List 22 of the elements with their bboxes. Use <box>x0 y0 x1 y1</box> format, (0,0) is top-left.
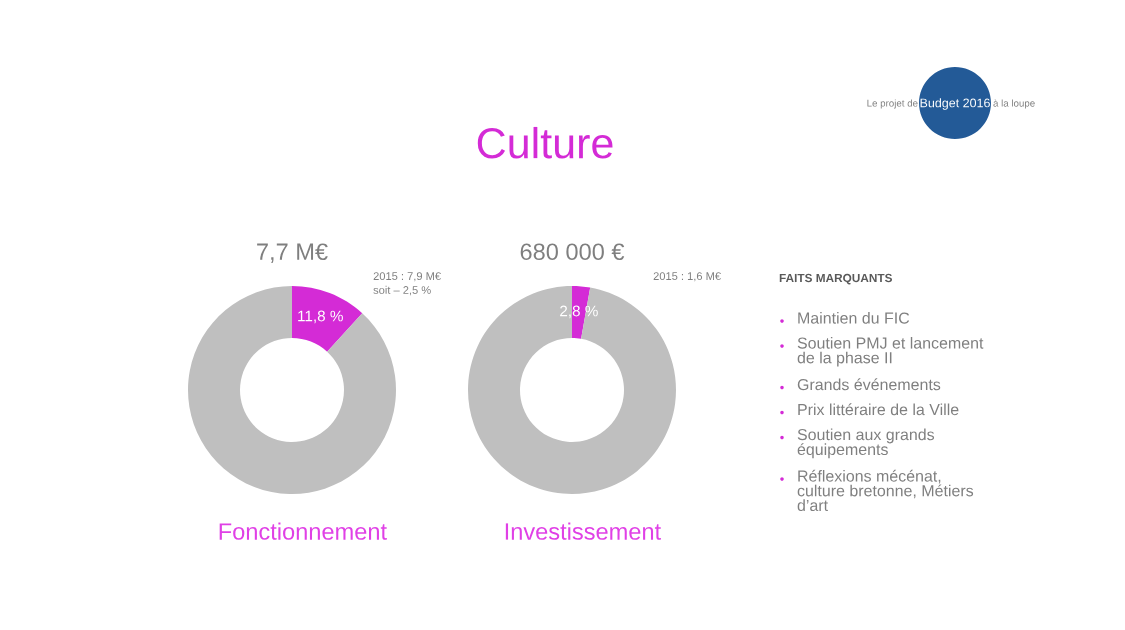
text: Réflexions mécénat, culture bretonne, Métiers d’art <box>797 469 974 512</box>
text: 2015 : 1,6 M€ <box>653 272 721 282</box>
text: Budget 2016 <box>920 98 990 110</box>
text: à la loupe <box>993 99 1035 109</box>
donut-slice <box>292 286 363 352</box>
chart-title: 7,7 M€ <box>257 243 328 263</box>
text: soit – 2,5 % <box>373 285 431 296</box>
donut-slice <box>468 286 676 494</box>
text: Soutien aux grands équipements <box>797 428 935 459</box>
donut-slice <box>188 286 396 494</box>
text: Fonctionnement <box>219 522 387 540</box>
text: Maintien du FIC <box>798 312 910 324</box>
data-label: 11,8 % <box>298 310 343 324</box>
text: Prix littéraire de la Ville <box>798 403 959 416</box>
text: Grands événements <box>797 378 941 391</box>
text: Culture <box>477 126 613 159</box>
text: 2015 : 7,9 M€ <box>373 272 441 282</box>
text: FAITS MARQUANTS <box>779 273 892 285</box>
chart-title: 680 000 € <box>520 243 625 261</box>
text: Le projet de <box>867 99 918 109</box>
text: Investissement <box>505 522 661 540</box>
text: Soutien PMJ et lancement de la phase II <box>797 337 984 367</box>
